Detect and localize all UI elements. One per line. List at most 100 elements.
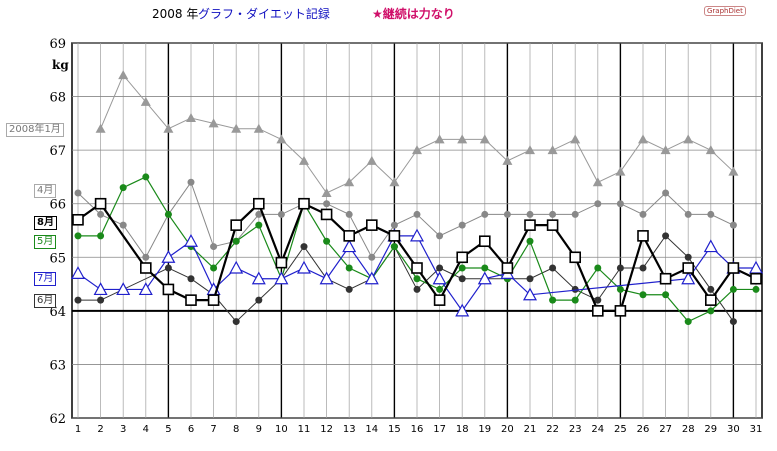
data-point-aug bbox=[615, 306, 625, 316]
data-point-jun bbox=[255, 297, 262, 304]
data-point-apr bbox=[504, 211, 511, 218]
legend-may: 5月 bbox=[34, 235, 56, 249]
y-tick-label: 66 bbox=[49, 198, 66, 213]
data-point-aug bbox=[706, 295, 716, 305]
data-point-jan bbox=[412, 145, 422, 154]
data-point-jun bbox=[662, 232, 669, 239]
x-tick-label: 15 bbox=[388, 424, 401, 435]
x-tick-label: 14 bbox=[365, 424, 378, 435]
data-point-apr bbox=[368, 254, 375, 261]
x-tick-label: 3 bbox=[120, 424, 126, 435]
x-tick-label: 21 bbox=[524, 424, 537, 435]
data-point-apr bbox=[730, 222, 737, 229]
data-point-apr bbox=[142, 254, 149, 261]
x-tick-label: 11 bbox=[298, 424, 311, 435]
data-point-may bbox=[527, 238, 534, 245]
data-point-apr bbox=[527, 211, 534, 218]
data-point-jun bbox=[97, 297, 104, 304]
data-point-aug bbox=[412, 263, 422, 273]
legend-apr: 4月 bbox=[34, 184, 56, 198]
data-point-may bbox=[753, 286, 760, 293]
x-tick-label: 28 bbox=[682, 424, 695, 435]
data-point-apr bbox=[707, 211, 714, 218]
data-point-may bbox=[142, 173, 149, 180]
data-point-may bbox=[414, 275, 421, 282]
x-tick-label: 4 bbox=[143, 424, 149, 435]
y-tick-label: 68 bbox=[49, 91, 66, 106]
data-point-may bbox=[75, 232, 82, 239]
data-point-apr bbox=[188, 179, 195, 186]
data-point-apr bbox=[436, 232, 443, 239]
legend-aug: 8月 bbox=[34, 216, 57, 230]
data-point-apr bbox=[459, 222, 466, 229]
data-point-apr bbox=[617, 200, 624, 207]
data-point-jan bbox=[367, 156, 377, 165]
y-tick-label: 69 bbox=[49, 37, 66, 52]
data-point-jan bbox=[276, 134, 286, 143]
data-point-may bbox=[97, 232, 104, 239]
data-point-may bbox=[662, 291, 669, 298]
x-tick-label: 29 bbox=[704, 424, 717, 435]
data-point-jun bbox=[527, 275, 534, 282]
y-tick-label: 63 bbox=[49, 358, 66, 373]
x-tick-label: 6 bbox=[188, 424, 194, 435]
data-point-jun bbox=[685, 254, 692, 261]
data-point-aug bbox=[751, 274, 761, 284]
data-point-jan bbox=[638, 134, 648, 143]
data-point-aug bbox=[480, 236, 490, 246]
x-tick-label: 2 bbox=[97, 424, 103, 435]
data-point-may bbox=[391, 243, 398, 250]
data-point-may bbox=[255, 222, 262, 229]
data-point-jun bbox=[301, 243, 308, 250]
data-point-aug bbox=[593, 306, 603, 316]
x-tick-label: 31 bbox=[750, 424, 763, 435]
data-point-aug bbox=[389, 231, 399, 241]
data-point-jun bbox=[640, 265, 647, 272]
data-point-may bbox=[346, 265, 353, 272]
data-point-apr bbox=[640, 211, 647, 218]
data-point-apr bbox=[278, 211, 285, 218]
data-point-aug bbox=[299, 199, 309, 209]
data-point-apr bbox=[594, 200, 601, 207]
y-tick-label: 67 bbox=[49, 144, 66, 159]
x-tick-label: 19 bbox=[478, 424, 491, 435]
data-point-jun bbox=[233, 318, 240, 325]
data-point-jul bbox=[72, 267, 84, 278]
x-tick-label: 7 bbox=[210, 424, 216, 435]
data-point-jan bbox=[322, 188, 332, 197]
x-tick-label: 20 bbox=[501, 424, 514, 435]
x-tick-label: 9 bbox=[256, 424, 262, 435]
y-tick-label: 65 bbox=[49, 251, 66, 266]
data-point-may bbox=[481, 265, 488, 272]
x-tick-label: 8 bbox=[233, 424, 239, 435]
legend-jan: 2008年1月 bbox=[6, 123, 64, 137]
x-tick-label: 17 bbox=[433, 424, 446, 435]
data-point-jan bbox=[118, 70, 128, 79]
data-point-aug bbox=[186, 295, 196, 305]
data-point-jul bbox=[366, 273, 378, 284]
data-point-may bbox=[685, 318, 692, 325]
data-point-aug bbox=[502, 263, 512, 273]
data-point-jul bbox=[321, 273, 333, 284]
series-line-jun bbox=[78, 236, 733, 322]
data-point-apr bbox=[549, 211, 556, 218]
series-line-apr bbox=[78, 182, 733, 257]
data-point-jun bbox=[188, 275, 195, 282]
data-point-jun bbox=[414, 286, 421, 293]
data-point-aug bbox=[276, 258, 286, 268]
data-point-apr bbox=[662, 190, 669, 197]
data-point-jan bbox=[683, 134, 693, 143]
y-tick-label: 62 bbox=[49, 412, 66, 427]
data-point-may bbox=[707, 307, 714, 314]
data-point-jun bbox=[459, 275, 466, 282]
data-point-may bbox=[459, 265, 466, 272]
data-point-aug bbox=[141, 263, 151, 273]
data-point-jul bbox=[230, 262, 242, 273]
data-point-apr bbox=[75, 190, 82, 197]
data-point-may bbox=[617, 286, 624, 293]
x-tick-label: 18 bbox=[456, 424, 469, 435]
x-tick-label: 25 bbox=[614, 424, 627, 435]
data-point-aug bbox=[96, 199, 106, 209]
x-tick-label: 5 bbox=[165, 424, 171, 435]
x-tick-label: 13 bbox=[343, 424, 356, 435]
